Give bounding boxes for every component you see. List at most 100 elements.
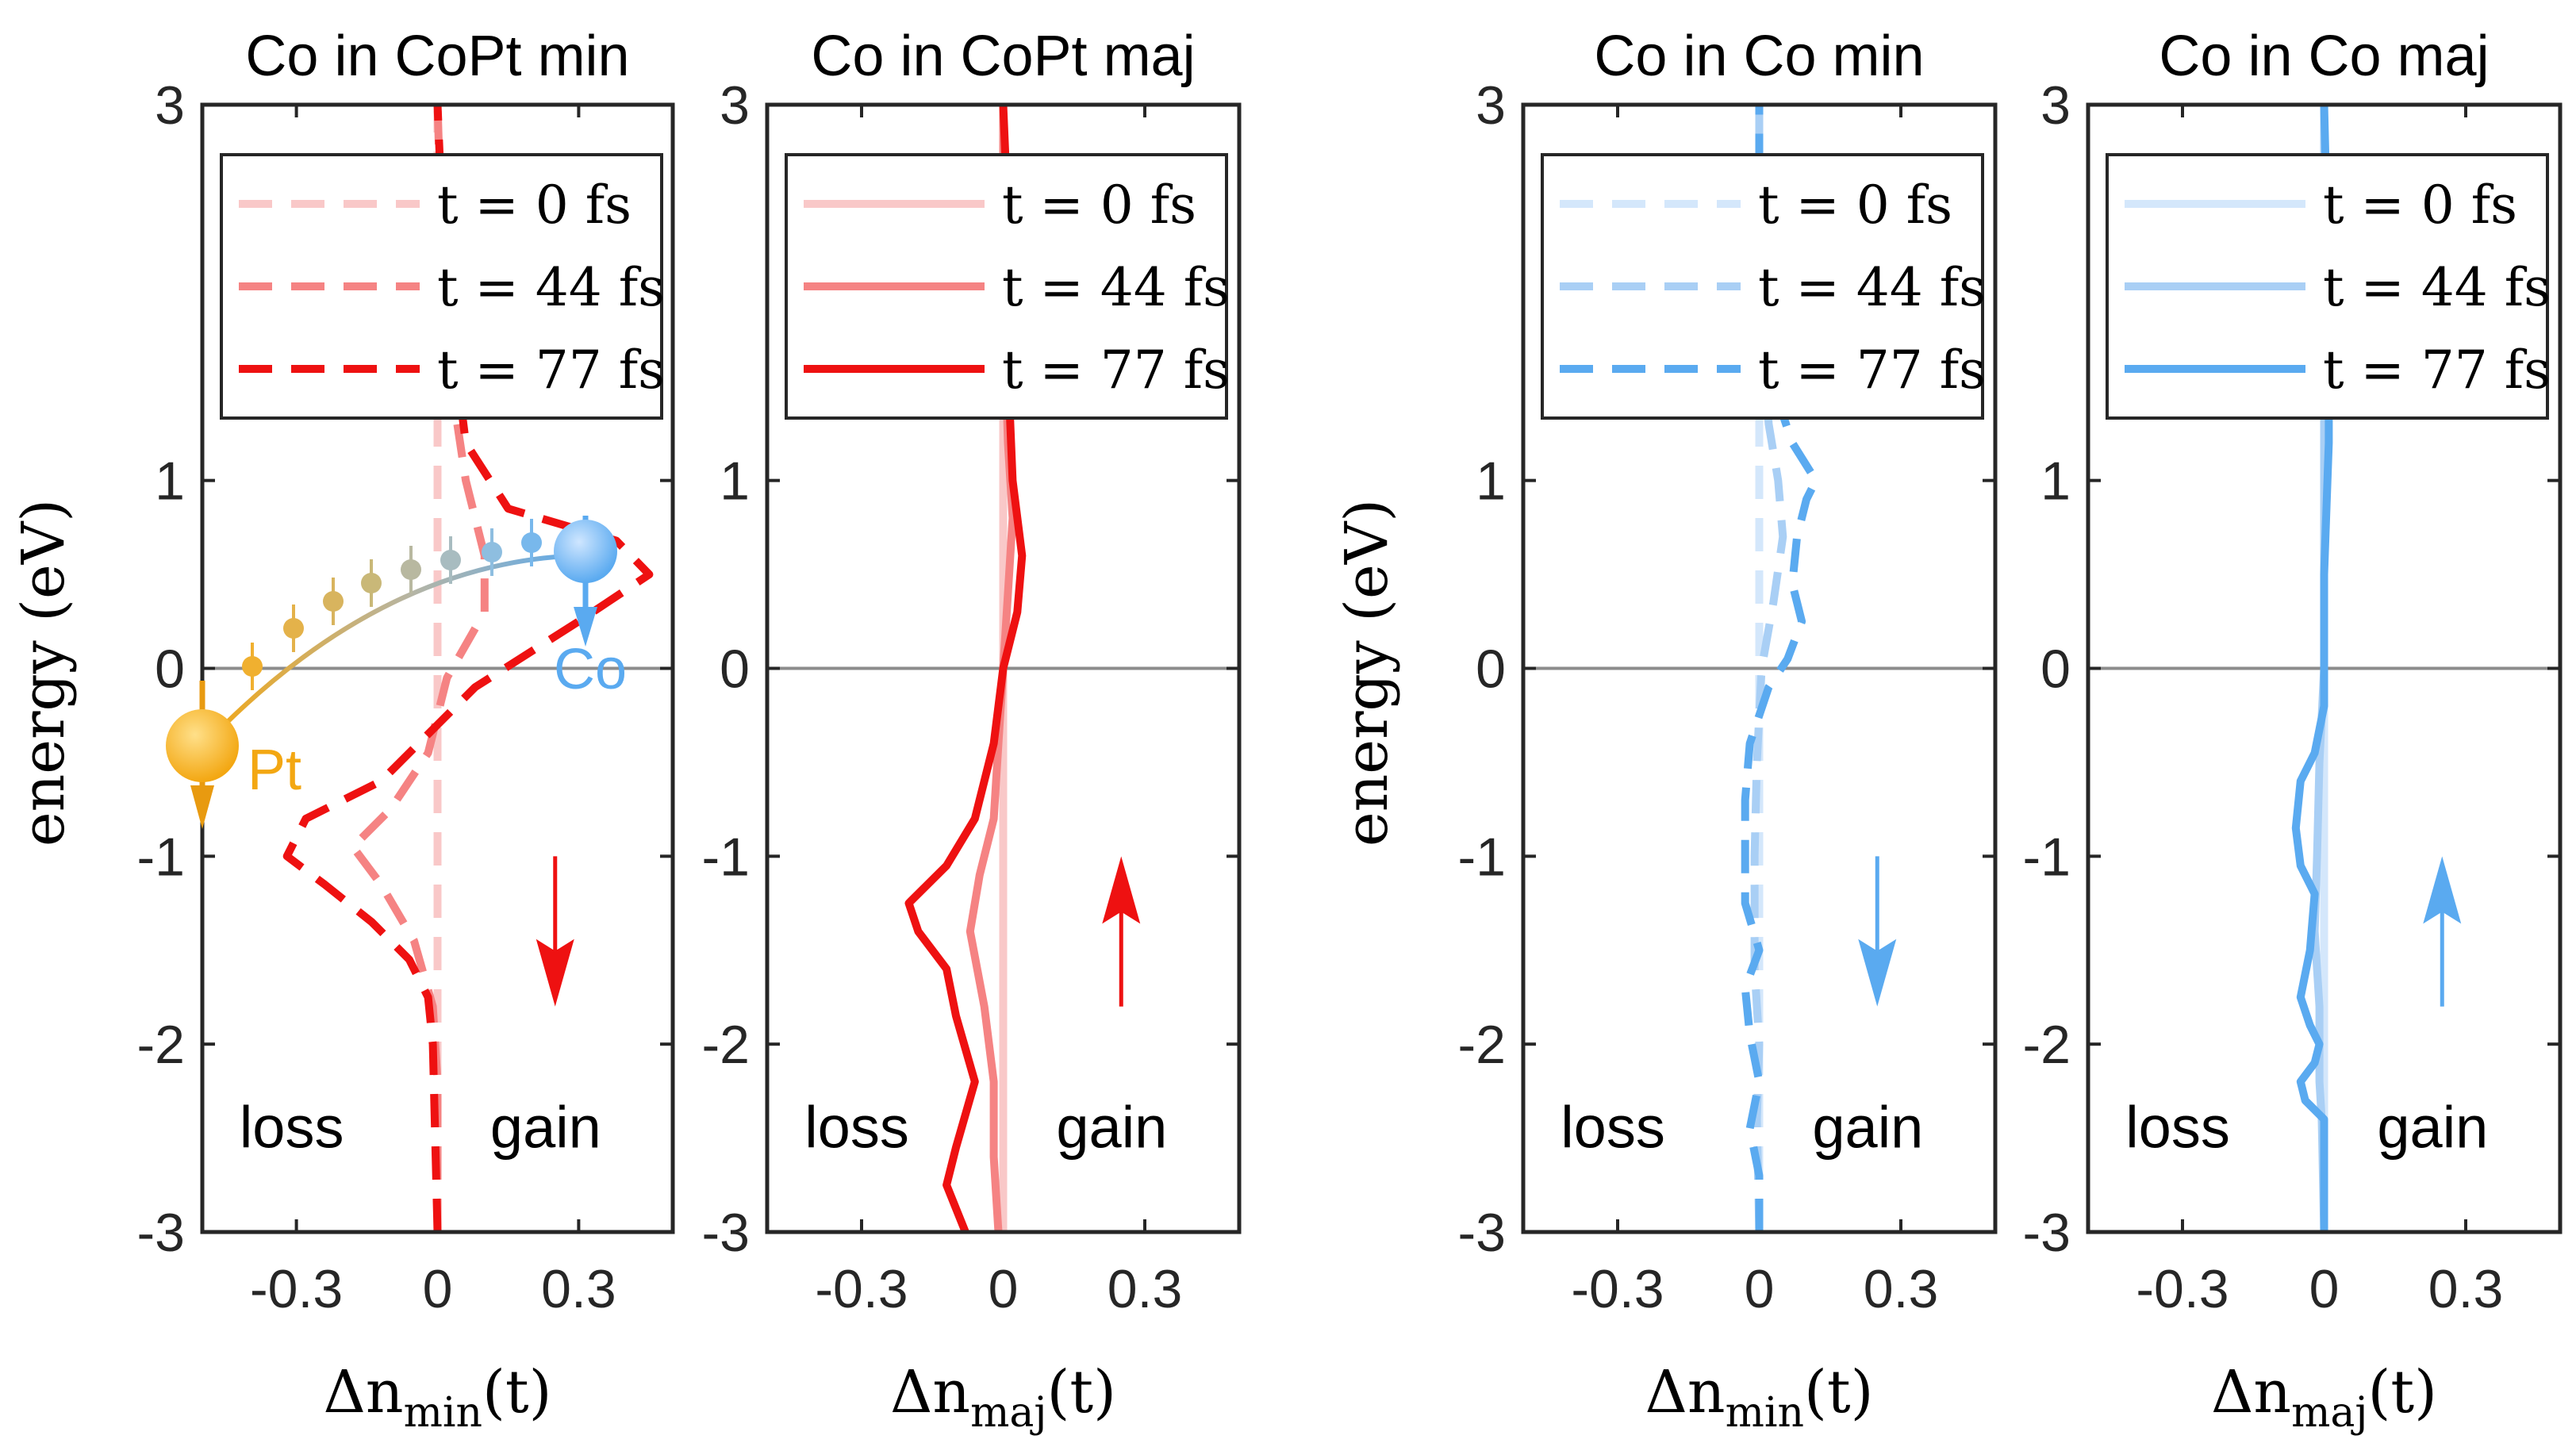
gain-label: gain [490, 1094, 601, 1160]
axes-frame [2086, 102, 2563, 1234]
panel-2: 3 1 0 -1 -2 -3 -0.3 0 0.3 loss gain Co in CoPt maj Δ… [702, 25, 1242, 1437]
ylabel-left: energy (eV) [10, 499, 78, 846]
y-tick-label: -3 [137, 1203, 185, 1263]
series-line-3 [282, 105, 654, 1232]
y-tick-label: -3 [702, 1203, 750, 1263]
arrow-head [1102, 856, 1141, 924]
y-tick-label: -1 [702, 827, 750, 887]
legend: t = 0 fs t = 44 fs t = 77 fs [1541, 153, 1986, 420]
panel-title: Co in CoPt min [245, 25, 629, 88]
x-tick-label: -0.3 [815, 1259, 908, 1319]
legend: t = 0 fs t = 44 fs t = 77 fs [220, 153, 665, 420]
pt-atom [166, 709, 239, 782]
legend-label: t = 44 fs [437, 257, 665, 318]
xlabel-sub: min [404, 1389, 482, 1437]
xlabel-arg: (t) [482, 1358, 551, 1426]
x-axis-label: Δnmin(t) [323, 1358, 551, 1437]
panel-title: Co in CoPt maj [811, 25, 1195, 88]
y-tick-label: -1 [1458, 827, 1506, 887]
x-tick-label: 0 [989, 1259, 1019, 1319]
gain-label: gain [1056, 1094, 1167, 1160]
y-tick-label: -2 [1458, 1015, 1506, 1075]
co-atom [554, 520, 617, 583]
axes-frame [1521, 102, 1998, 1234]
x-tick-label: 0.3 [1864, 1259, 1939, 1319]
x-axis-label: Δnmaj(t) [2211, 1358, 2437, 1437]
y-tick-label: -3 [2023, 1203, 2071, 1263]
pt-label: Pt [248, 739, 301, 802]
loss-label: loss [804, 1094, 909, 1160]
y-tick-label: 3 [155, 75, 185, 136]
legend: t = 0 fs t = 44 fs t = 77 fs [2106, 153, 2551, 420]
y-tick-label: -2 [137, 1015, 185, 1075]
y-tick-label: 0 [2040, 639, 2071, 700]
y-tick-label: -1 [2023, 827, 2071, 887]
pt-arrow-head [190, 785, 214, 829]
loss-label: loss [1561, 1094, 1665, 1160]
series-line-3 [904, 105, 1027, 1232]
x-tick-label: -0.3 [250, 1259, 343, 1319]
y-tick-label: 3 [2040, 75, 2071, 136]
xlabel-arg: (t) [2368, 1358, 2437, 1426]
electron-dot [440, 550, 461, 570]
xlabel-arg: (t) [1047, 1358, 1116, 1426]
legend-label: t = 0 fs [1758, 175, 1952, 236]
legend-label: t = 44 fs [2323, 257, 2551, 318]
legend-label: t = 44 fs [1002, 257, 1230, 318]
arrow-head [2423, 856, 2462, 924]
series-line-3 [1741, 105, 1820, 1232]
transfer-curve [200, 553, 586, 750]
xlabel-sub: min [1726, 1389, 1804, 1437]
loss-label: loss [240, 1094, 344, 1160]
xlabel-sub: maj [2291, 1389, 2367, 1437]
legend-label: t = 77 fs [1002, 340, 1230, 401]
y-tick-label: 1 [1476, 451, 1506, 512]
y-tick-label: 3 [720, 75, 750, 136]
x-tick-label: -0.3 [1571, 1259, 1664, 1319]
xlabel-main: Δn [323, 1358, 403, 1426]
x-tick-label: 0.3 [2428, 1259, 2504, 1319]
x-tick-label: 0.3 [541, 1259, 616, 1319]
x-axis-label: Δnmin(t) [1645, 1358, 1873, 1437]
panel-title: Co in Co maj [2159, 25, 2489, 88]
legend-label: t = 44 fs [1758, 257, 1986, 318]
y-tick-label: 0 [720, 639, 750, 700]
legend-label: t = 0 fs [2323, 175, 2517, 236]
arrow-head [1858, 938, 1897, 1007]
y-tick-label: 1 [155, 451, 185, 512]
y-tick-label: -1 [137, 827, 185, 887]
legend-label: t = 77 fs [2323, 340, 2551, 401]
y-tick-label: 1 [720, 451, 750, 512]
panel-1: 3 1 0 -1 -2 -3 -0.3 0 0.3 loss gain Co in CoPt min Δ… [137, 25, 675, 1437]
band-inset: Pt Co [166, 516, 627, 829]
electron-dot [361, 573, 382, 593]
series-group [1741, 105, 1820, 1232]
ylabel-right: energy (eV) [1333, 499, 1401, 846]
arrow-head [536, 938, 574, 1007]
legend-label: t = 77 fs [437, 340, 665, 401]
panel-4: 3 1 0 -1 -2 -3 -0.3 0 0.3 loss gain Co in Co maj Δnm… [2023, 25, 2563, 1437]
xlabel-main: Δn [1645, 1358, 1725, 1426]
xlabel-arg: (t) [1804, 1358, 1873, 1426]
electron-dot [323, 591, 344, 612]
y-tick-label: 3 [1476, 75, 1506, 136]
panels: 3 1 0 -1 -2 -3 -0.3 0 0.3 loss gain Co in CoPt min Δ… [137, 25, 2563, 1437]
y-tick-label: 1 [2040, 451, 2071, 512]
legend-label: t = 0 fs [437, 175, 632, 236]
series-line-2 [1750, 105, 1787, 1232]
gain-label: gain [2377, 1094, 2488, 1160]
x-tick-label: 0.3 [1108, 1259, 1183, 1319]
loss-label: loss [2125, 1094, 2230, 1160]
y-tick-label: 0 [155, 639, 185, 700]
legend: t = 0 fs t = 44 fs t = 77 fs [785, 153, 1230, 420]
gain-label: gain [1812, 1094, 1923, 1160]
x-tick-label: 0 [1745, 1259, 1775, 1319]
xlabel-main: Δn [2211, 1358, 2291, 1426]
co-label: Co [554, 638, 627, 701]
y-tick-label: -3 [1458, 1203, 1506, 1263]
xlabel-sub: maj [970, 1389, 1046, 1437]
y-tick-label: 0 [1476, 639, 1506, 700]
series-line-3 [2291, 105, 2333, 1232]
electron-dot [482, 542, 502, 562]
